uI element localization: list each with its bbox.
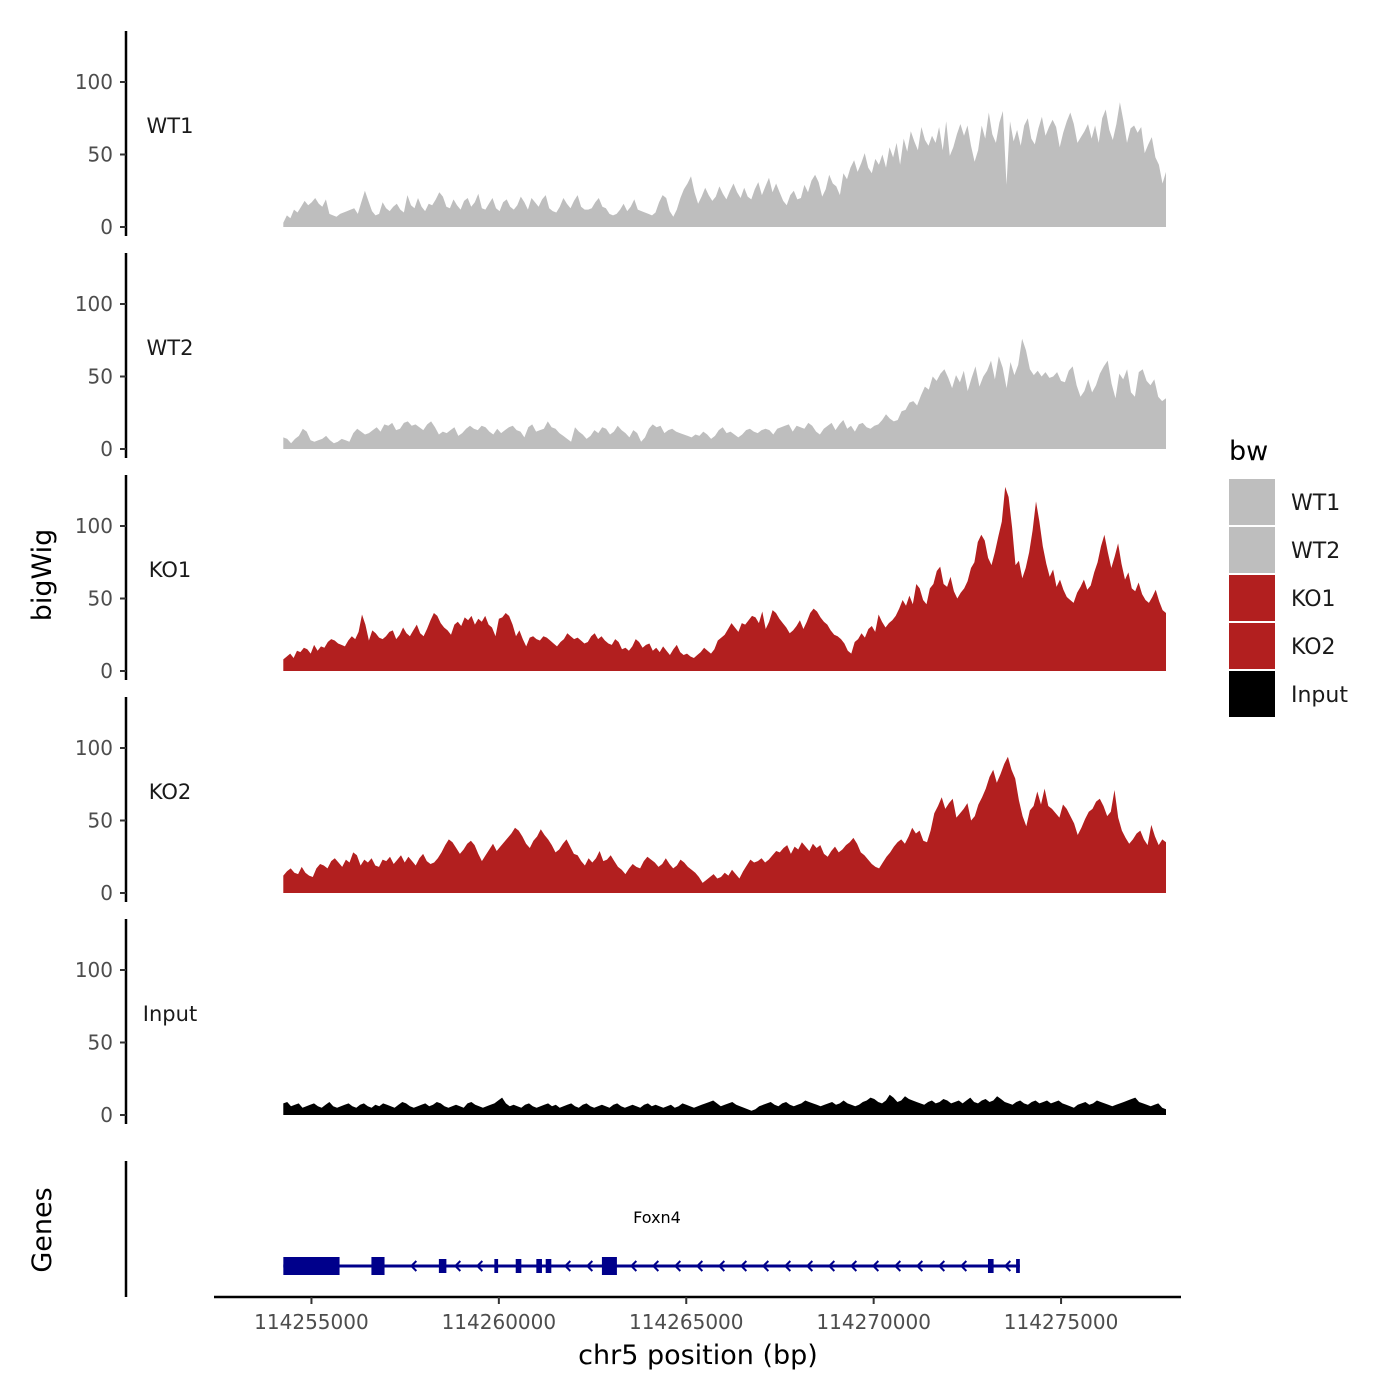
strand-arrow bbox=[1003, 1260, 1012, 1272]
track-ko1: 0 50 100 KO1 bbox=[75, 475, 1166, 683]
legend-label-ko2: KO2 bbox=[1291, 635, 1336, 660]
track-wt2: 0 50 100 WT2 bbox=[75, 253, 1166, 461]
legend-title: bw bbox=[1229, 436, 1268, 467]
strand-arrow bbox=[871, 1260, 880, 1272]
strand-arrow bbox=[651, 1260, 660, 1272]
x-tick-label: 114260000 bbox=[442, 1310, 557, 1334]
y-tick-label: 0 bbox=[100, 659, 113, 683]
y-tick-label: 50 bbox=[88, 587, 113, 611]
legend-key-wt2 bbox=[1229, 527, 1275, 573]
strand-arrow bbox=[475, 1260, 484, 1272]
x-tick-label: 114270000 bbox=[816, 1310, 931, 1334]
exon bbox=[371, 1257, 385, 1275]
x-tick-label: 114275000 bbox=[1004, 1310, 1119, 1334]
area-wt1 bbox=[283, 102, 1166, 227]
legend-label-wt1: WT1 bbox=[1291, 491, 1340, 516]
exon bbox=[438, 1259, 447, 1273]
x-axis: 114255000 114260000 114265000 114270000 1142… bbox=[214, 1295, 1181, 1334]
area-wt2 bbox=[283, 338, 1166, 449]
strand-arrow bbox=[761, 1260, 770, 1272]
strand-arrow bbox=[937, 1260, 946, 1272]
y-tick-label: 100 bbox=[75, 958, 113, 982]
strand-arrow bbox=[783, 1260, 792, 1272]
strand-arrow bbox=[959, 1260, 968, 1272]
exon bbox=[494, 1259, 499, 1273]
y-tick-label: 0 bbox=[100, 881, 113, 905]
y-tick-label: 100 bbox=[75, 292, 113, 316]
strand-arrow bbox=[849, 1260, 858, 1272]
exon bbox=[283, 1257, 340, 1275]
track-input: 0 50 100 Input bbox=[75, 919, 1166, 1127]
area-ko1 bbox=[283, 486, 1166, 671]
strand-arrow bbox=[409, 1260, 418, 1272]
y-tick-label: 50 bbox=[88, 365, 113, 389]
exon bbox=[601, 1257, 617, 1275]
area-ko2 bbox=[283, 756, 1166, 893]
strand-arrow bbox=[893, 1260, 902, 1272]
y-tick-label: 100 bbox=[75, 736, 113, 760]
legend-key-ko2 bbox=[1229, 623, 1275, 669]
track-label: WT1 bbox=[147, 114, 194, 138]
legend-label-wt2: WT2 bbox=[1291, 539, 1340, 564]
strand-arrow bbox=[805, 1260, 814, 1272]
strand-arrow bbox=[453, 1260, 462, 1272]
y-tick-label: 50 bbox=[88, 1031, 113, 1055]
y-tick-label: 50 bbox=[88, 809, 113, 833]
gene-track: Foxn4 bbox=[124, 1161, 1020, 1297]
strand-arrow bbox=[585, 1260, 594, 1272]
track-wt1: 0 50 100 WT1 bbox=[75, 31, 1166, 239]
y-axis-title: bigWig bbox=[27, 529, 58, 622]
exon bbox=[987, 1259, 994, 1273]
y-tick-label: 0 bbox=[100, 215, 113, 239]
legend: bw WT1 WT2 KO1 KO2 Input bbox=[1229, 436, 1348, 717]
strand-arrow bbox=[563, 1260, 572, 1272]
legend-key-wt1 bbox=[1229, 479, 1275, 525]
x-tick-label: 114265000 bbox=[629, 1310, 744, 1334]
strand-arrow bbox=[695, 1260, 704, 1272]
tracks-layer: 0 50 100 WT1 0 50 100 WT2 0 50 100 KO1 0 50 100 KO2 0 50 1… bbox=[75, 31, 1166, 1127]
strand-arrow bbox=[915, 1260, 924, 1272]
exon bbox=[545, 1259, 552, 1273]
gene-panel-title: Genes bbox=[27, 1187, 58, 1272]
track-label: KO1 bbox=[149, 558, 192, 582]
track-label: Input bbox=[143, 1002, 197, 1026]
x-tick-label: 114255000 bbox=[254, 1310, 369, 1334]
track-ko2: 0 50 100 KO2 bbox=[75, 697, 1166, 905]
track-label: WT2 bbox=[147, 336, 194, 360]
area-input bbox=[283, 1094, 1166, 1115]
y-tick-label: 0 bbox=[100, 1103, 113, 1127]
strand-arrow bbox=[739, 1260, 748, 1272]
legend-label-ko1: KO1 bbox=[1291, 587, 1336, 612]
exon bbox=[515, 1259, 522, 1273]
strand-arrow bbox=[827, 1260, 836, 1272]
exon bbox=[536, 1259, 542, 1273]
strand-arrow bbox=[673, 1260, 682, 1272]
legend-label-input: Input bbox=[1291, 683, 1348, 708]
y-tick-label: 50 bbox=[88, 143, 113, 167]
legend-key-ko1 bbox=[1229, 575, 1275, 621]
x-axis-title: chr5 position (bp) bbox=[578, 1340, 818, 1371]
y-tick-label: 0 bbox=[100, 437, 113, 461]
gene-name: Foxn4 bbox=[633, 1208, 681, 1227]
y-tick-label: 100 bbox=[75, 70, 113, 94]
exon bbox=[1016, 1259, 1020, 1273]
legend-key-input bbox=[1229, 671, 1275, 717]
strand-arrow bbox=[629, 1260, 638, 1272]
track-label: KO2 bbox=[149, 780, 192, 804]
strand-arrow bbox=[717, 1260, 726, 1272]
y-tick-label: 100 bbox=[75, 514, 113, 538]
